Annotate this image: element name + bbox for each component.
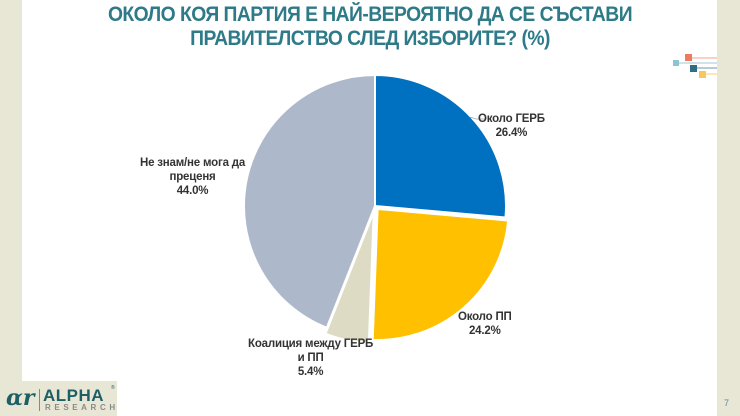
slice-dontknow xyxy=(243,73,376,330)
slice-coalition xyxy=(324,211,375,344)
logo-name: ALPHA xyxy=(43,386,105,405)
logo-band xyxy=(0,381,117,416)
logo-mark-icon: ɑr xyxy=(6,385,35,411)
decorative-lines-icon xyxy=(673,54,717,78)
label-gerb: Около ГЕРБ 26.4% xyxy=(478,112,545,140)
right-side-bar xyxy=(717,0,740,416)
title-line-1: ОКОЛО КОЯ ПАРТИЯ Е НАЙ-ВЕРОЯТНО ДА СЕ СЪ… xyxy=(107,3,633,26)
logo-subtitle: RESEARCH xyxy=(45,403,119,412)
label-gerb-name: Около ГЕРБ xyxy=(478,113,545,125)
logo-separator xyxy=(39,389,40,411)
label-coalition-name-1: Коалиция между ГЕРБ xyxy=(248,338,374,350)
logo-registered: ® xyxy=(111,385,115,391)
label-pp-value: 24.2% xyxy=(468,325,501,337)
label-coalition-name-2: и ПП xyxy=(297,352,324,364)
alpha-research-logo: ɑr ALPHA ® RESEARCH xyxy=(6,385,116,413)
leader-line-gerb xyxy=(469,116,486,120)
slice-pp xyxy=(371,207,510,341)
page-number: 7 xyxy=(724,398,730,408)
label-pp-name: Около ПП xyxy=(458,311,512,323)
left-side-bar xyxy=(0,0,22,381)
label-gerb-value: 26.4% xyxy=(495,127,528,139)
slide-title: ОКОЛО КОЯ ПАРТИЯ Е НАЙ-ВЕРОЯТНО ДА СЕ СЪ… xyxy=(85,3,655,51)
label-dontknow-name-1: Не знам/не мога да xyxy=(140,157,246,169)
label-dontknow-value: 44.0% xyxy=(176,185,209,197)
slice-gerb xyxy=(374,73,507,219)
label-coalition: Коалиция между ГЕРБ и ПП 5.4% xyxy=(248,337,373,379)
label-dontknow: Не знам/не мога да преценя 44.0% xyxy=(140,156,245,198)
label-dontknow-name-2: преценя xyxy=(169,171,216,183)
label-pp: Около ПП 24.2% xyxy=(458,310,512,338)
label-coalition-value: 5.4% xyxy=(297,366,324,378)
title-line-2: ПРАВИТЕЛСТВО СЛЕД ИЗБОРИТЕ? (%) xyxy=(190,27,550,50)
